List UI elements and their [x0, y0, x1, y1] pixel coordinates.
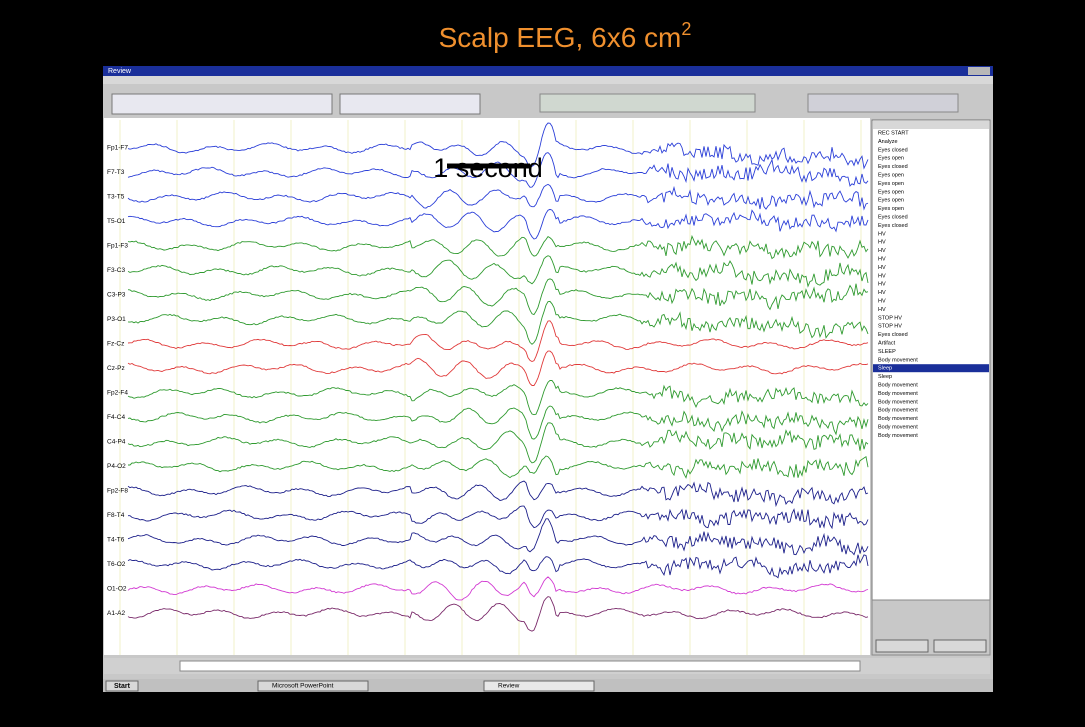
- window-buttons[interactable]: [968, 67, 990, 75]
- event-label: Body movement: [878, 416, 918, 422]
- event-label: HV: [878, 231, 886, 237]
- channel-label: Fp1-F3: [107, 243, 128, 250]
- event-label: Analyze: [878, 139, 898, 145]
- channel-label: C4-P4: [107, 439, 126, 446]
- event-label: HV: [878, 290, 886, 296]
- channel-label: O1-O2: [107, 586, 127, 593]
- event-label: Eyes closed: [878, 164, 908, 170]
- event-label: HV: [878, 265, 886, 271]
- event-label: Eyes open: [878, 198, 904, 204]
- channel-label: F8-T4: [107, 512, 125, 519]
- settings-button[interactable]: [934, 640, 986, 652]
- event-label: HV: [878, 240, 886, 246]
- task-label: Microsoft PowerPoint: [272, 683, 334, 690]
- nav-buttons[interactable]: [808, 94, 958, 112]
- channel-label: Fp2-F4: [107, 390, 128, 397]
- event-label: SLEEP: [878, 349, 896, 355]
- channel-label: Fp2-F8: [107, 488, 128, 495]
- event-label: Eyes open: [878, 156, 904, 162]
- settings-fields[interactable]: [112, 94, 332, 114]
- channel-label: Fp1-F7: [107, 145, 128, 152]
- channel-label: A1-A2: [107, 610, 125, 617]
- channel-label: Fz-Cz: [107, 341, 124, 348]
- event-label: Eyes open: [878, 206, 904, 212]
- event-label: STOP HV: [878, 324, 902, 330]
- channel-label: T3-T5: [107, 194, 125, 201]
- event-label: Eyes open: [878, 181, 904, 187]
- scale-label: 1 second: [433, 153, 543, 183]
- eeg-plot: [104, 118, 870, 655]
- channel-label: T5-O1: [107, 218, 126, 225]
- channel-label: C3-P3: [107, 292, 126, 299]
- event-label: Body movement: [878, 357, 918, 363]
- task-label: Review: [498, 683, 520, 690]
- menu-bar: [103, 76, 993, 84]
- event-label: HV: [878, 256, 886, 262]
- event-label: Eyes closed: [878, 147, 908, 153]
- time-fields[interactable]: [340, 94, 480, 114]
- event-label: HV: [878, 273, 886, 279]
- title-text: Scalp EEG, 6x6 cm: [439, 22, 682, 53]
- event-label: Body movement: [878, 399, 918, 405]
- window-title: Review: [108, 68, 132, 75]
- channel-label: Cz-Pz: [107, 365, 125, 372]
- event-label: Eyes closed: [878, 223, 908, 229]
- event-label: Sleep: [878, 366, 892, 372]
- event-label: Eyes open: [878, 172, 904, 178]
- event-label: REC START: [878, 130, 909, 136]
- title-superscript: 2: [681, 19, 691, 39]
- page: Scalp EEG, 6x6 cm2 Review Fp1-F7 F7-T3 T3-…: [0, 0, 1085, 727]
- start-label: Start: [114, 683, 131, 690]
- event-label: STOP HV: [878, 315, 902, 321]
- channel-label: P4-O2: [107, 463, 126, 470]
- event-label: Eyes closed: [878, 214, 908, 220]
- channel-label: T6-O2: [107, 561, 126, 568]
- channel-label: P3-O1: [107, 316, 126, 323]
- title-bar: [103, 66, 993, 76]
- event-label: Eyes closed: [878, 332, 908, 338]
- event-label: Artifact: [878, 340, 896, 346]
- slide: Scalp EEG, 6x6 cm2 Review Fp1-F7 F7-T3 T3-…: [0, 0, 1085, 722]
- event-label: Eyes open: [878, 189, 904, 195]
- channel-label: F3-C3: [107, 267, 125, 274]
- event-label: HV: [878, 248, 886, 254]
- event-label: Body movement: [878, 408, 918, 414]
- event-label: HV: [878, 298, 886, 304]
- channel-label: F7-T3: [107, 169, 125, 176]
- channel-label: F4-C4: [107, 414, 125, 421]
- events-header: [873, 121, 989, 129]
- event-label: Body movement: [878, 424, 918, 430]
- tool-icons[interactable]: [540, 94, 755, 112]
- slide-title: Scalp EEG, 6x6 cm2: [439, 19, 692, 54]
- event-label: HV: [878, 307, 886, 313]
- event-label: Body movement: [878, 382, 918, 388]
- event-label: Sleep: [878, 374, 892, 380]
- event-label: Body movement: [878, 433, 918, 439]
- select-button[interactable]: [876, 640, 928, 652]
- event-label: Body movement: [878, 391, 918, 397]
- event-label: HV: [878, 282, 886, 288]
- channel-label: T4-T6: [107, 537, 125, 544]
- scroll-track[interactable]: [180, 661, 860, 671]
